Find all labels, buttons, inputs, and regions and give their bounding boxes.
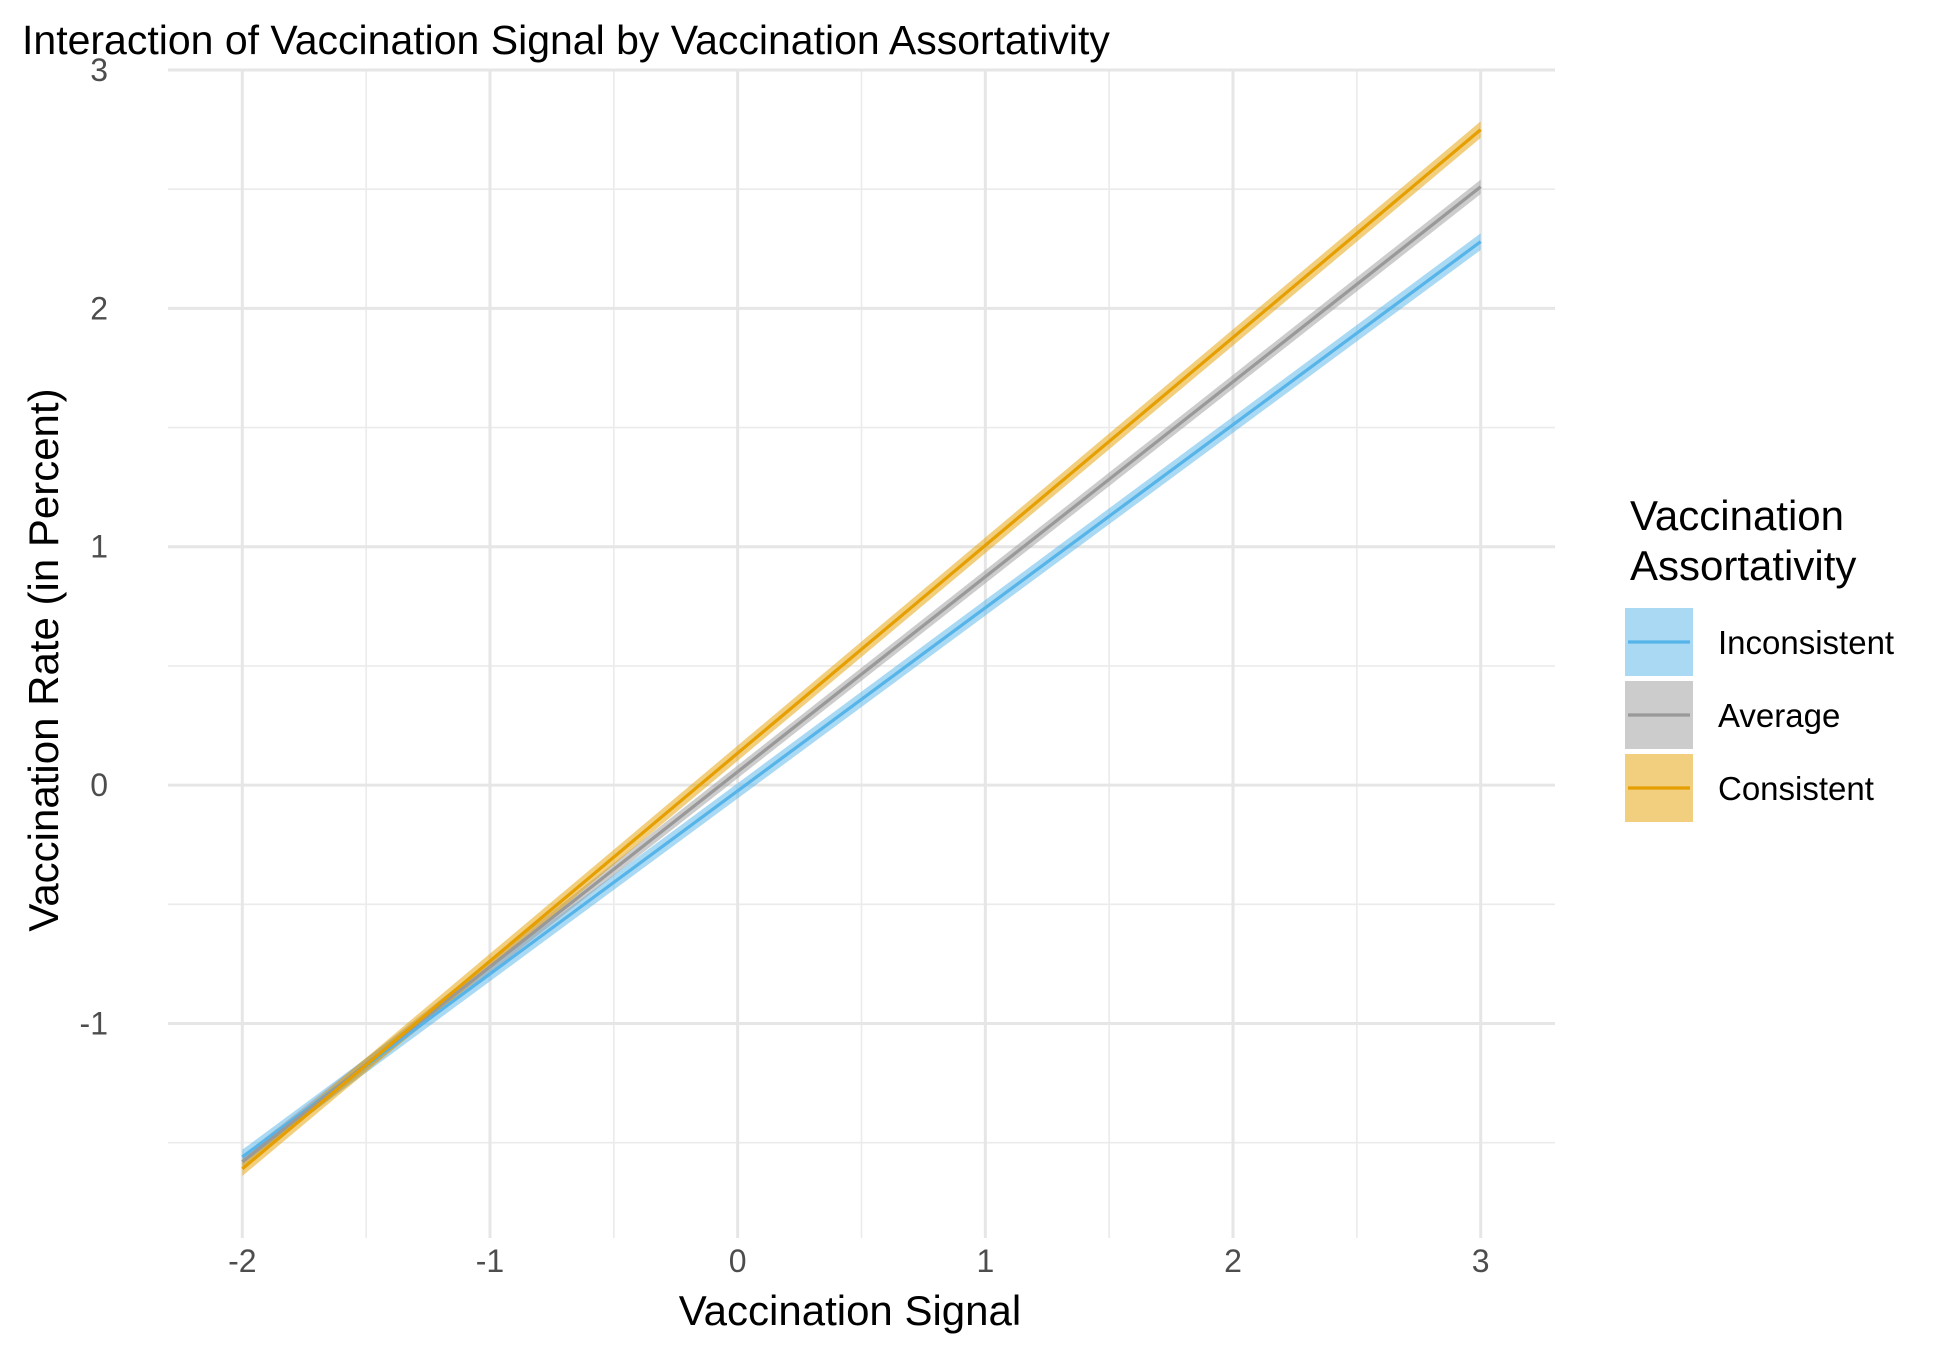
legend: Vaccination Assortativity Inconsistent Av… — [1625, 492, 1894, 822]
series-line-inconsistent — [241, 240, 1482, 1159]
legend-label: Average — [1718, 697, 1840, 734]
legend-label: Consistent — [1718, 770, 1874, 807]
x-tick-label: -1 — [476, 1243, 504, 1279]
x-axis-tick-labels: -2 -1 0 1 2 3 — [228, 1243, 1490, 1279]
y-axis-tick-labels: -1 0 1 2 3 — [80, 52, 108, 1041]
series-line-average — [241, 185, 1482, 1163]
y-tick-label: 2 — [90, 290, 108, 326]
chart-title: Interaction of Vaccination Signal by Vac… — [22, 17, 1110, 63]
major-gridlines — [168, 68, 1555, 1238]
series-line-consistent — [241, 128, 1482, 1171]
y-tick-label: 3 — [90, 52, 108, 88]
y-axis-title: Vaccination Rate (in Percent) — [20, 388, 67, 931]
y-tick-label: 1 — [90, 529, 108, 565]
y-tick-label: -1 — [80, 1005, 108, 1041]
x-tick-label: 1 — [976, 1243, 994, 1279]
legend-label: Inconsistent — [1718, 624, 1894, 661]
y-tick-label: 0 — [90, 767, 108, 803]
legend-item-inconsistent: Inconsistent — [1625, 608, 1894, 676]
x-tick-label: -2 — [228, 1243, 256, 1279]
x-axis-title: Vaccination Signal — [679, 1287, 1021, 1334]
legend-item-average: Average — [1625, 681, 1840, 749]
legend-title-line-1: Vaccination — [1630, 492, 1844, 539]
legend-item-consistent: Consistent — [1625, 754, 1874, 822]
x-tick-label: 3 — [1472, 1243, 1490, 1279]
x-tick-label: 2 — [1224, 1243, 1242, 1279]
minor-gridlines — [168, 70, 1555, 1238]
legend-title-line-2: Assortativity — [1630, 542, 1856, 589]
series-lines — [241, 128, 1482, 1171]
x-tick-label: 0 — [729, 1243, 747, 1279]
